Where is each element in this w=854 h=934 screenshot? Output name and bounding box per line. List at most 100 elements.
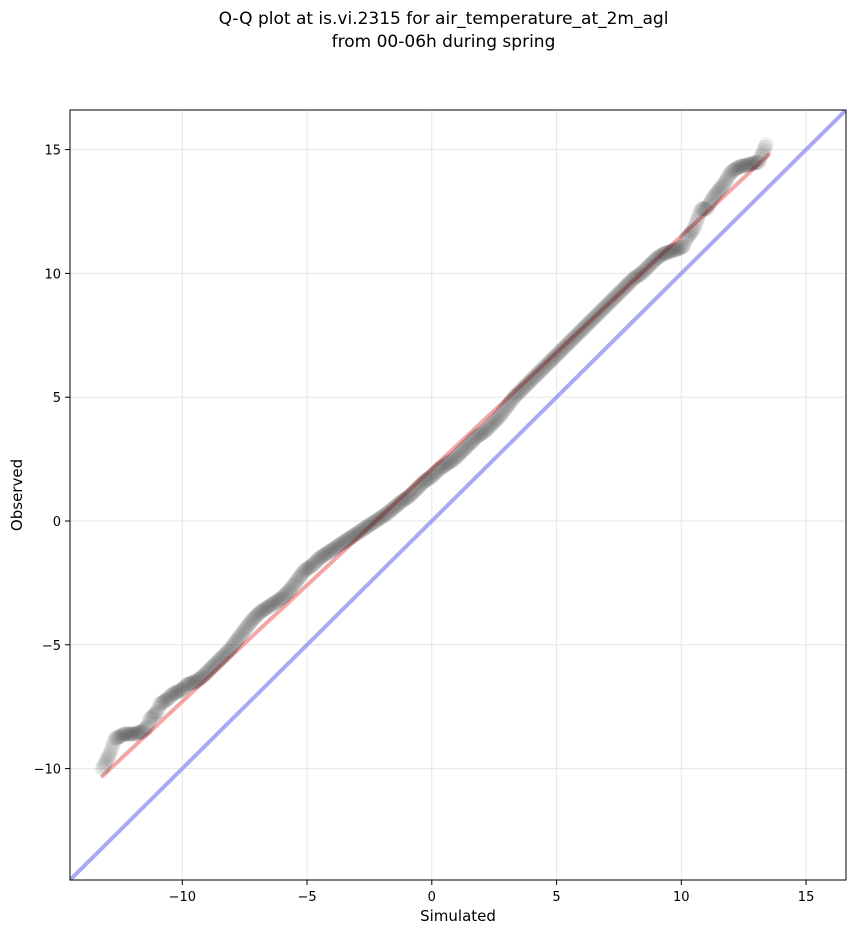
data-point (741, 156, 757, 172)
data-point (346, 527, 362, 543)
data-point (596, 300, 612, 316)
data-point (214, 649, 230, 665)
data-point (360, 518, 376, 534)
data-point (723, 164, 739, 180)
data-point (200, 663, 216, 679)
data-point (419, 472, 435, 488)
data-point (753, 148, 769, 164)
data-point (247, 610, 263, 626)
data-point (195, 668, 211, 684)
data-point (272, 591, 288, 607)
data-point (757, 140, 773, 156)
data-point (353, 523, 369, 539)
data-point (193, 670, 209, 686)
data-point (267, 595, 283, 611)
data-point (234, 625, 250, 641)
data-point (670, 241, 686, 257)
data-point (426, 466, 442, 482)
data-point (323, 543, 339, 559)
x-tick-label: −10 (169, 890, 196, 905)
data-point (363, 516, 379, 532)
data-point (192, 671, 208, 687)
data-point (607, 289, 623, 305)
x-tick-label: 5 (552, 890, 560, 905)
data-point (443, 454, 459, 470)
data-point (567, 329, 583, 345)
data-point (630, 268, 646, 284)
data-point (325, 541, 341, 557)
data-point (522, 373, 538, 389)
data-points (94, 137, 774, 777)
data-point (250, 606, 266, 622)
data-point (415, 475, 431, 491)
data-point (393, 494, 409, 510)
data-point (280, 584, 296, 600)
data-point (697, 201, 713, 217)
y-tick-label: 10 (44, 267, 61, 282)
data-point (705, 191, 721, 207)
data-point (460, 437, 476, 453)
data-point (507, 388, 523, 404)
data-point (101, 748, 117, 764)
data-point (587, 309, 603, 325)
data-point (424, 468, 440, 484)
y-tick-label: −10 (34, 763, 61, 778)
data-point (464, 434, 480, 450)
data-point (612, 284, 628, 300)
data-point (238, 620, 254, 636)
data-point (151, 700, 167, 716)
data-point (600, 296, 616, 312)
data-point (602, 294, 618, 310)
data-point (646, 253, 662, 269)
data-point (544, 352, 560, 368)
data-point (482, 418, 498, 434)
y-tick-label: −5 (42, 639, 61, 654)
data-point (375, 508, 391, 524)
data-point (698, 201, 714, 217)
data-point (398, 491, 414, 507)
data-point (265, 596, 281, 612)
data-point (591, 305, 607, 321)
data-point (707, 187, 723, 203)
data-point (555, 341, 571, 357)
data-point (158, 692, 174, 708)
fit-line (100, 152, 771, 779)
data-point (137, 721, 153, 737)
data-point (107, 731, 123, 747)
data-point (288, 574, 304, 590)
data-point (338, 533, 354, 549)
grid-lines (70, 110, 846, 880)
data-point (626, 270, 642, 286)
data-point (102, 746, 118, 762)
data-point (641, 258, 657, 274)
data-point (731, 159, 747, 175)
data-point (315, 548, 331, 564)
data-point (225, 637, 241, 653)
data-point (566, 330, 582, 346)
data-point (440, 455, 456, 471)
data-point (204, 659, 220, 675)
data-point (406, 483, 422, 499)
data-point (385, 500, 401, 516)
data-point (289, 572, 305, 588)
data-point (187, 674, 203, 690)
data-point (743, 156, 759, 172)
data-point (104, 738, 120, 754)
data-point (700, 199, 716, 215)
data-point (610, 286, 626, 302)
data-point (490, 410, 506, 426)
data-point (527, 368, 543, 384)
data-point (708, 186, 724, 202)
data-point (239, 619, 255, 635)
data-point (474, 426, 490, 442)
data-point (737, 157, 753, 173)
data-point (506, 389, 522, 405)
data-point (173, 682, 189, 698)
data-point (328, 539, 344, 555)
data-point (433, 460, 449, 476)
data-point (454, 444, 470, 460)
data-point (395, 492, 411, 508)
data-point (259, 600, 275, 616)
data-point (320, 544, 336, 560)
data-point (401, 488, 417, 504)
